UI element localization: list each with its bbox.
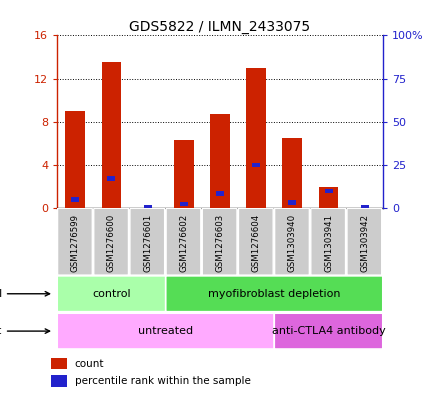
Bar <box>107 176 115 181</box>
FancyBboxPatch shape <box>202 208 237 275</box>
Bar <box>282 138 302 208</box>
Bar <box>102 62 121 208</box>
Text: GSM1303941: GSM1303941 <box>324 214 333 272</box>
Text: agent: agent <box>0 326 50 336</box>
Bar <box>252 163 260 167</box>
FancyBboxPatch shape <box>347 208 382 275</box>
Bar <box>216 191 224 196</box>
Text: GSM1303942: GSM1303942 <box>360 214 369 272</box>
Bar <box>288 200 296 205</box>
FancyBboxPatch shape <box>275 208 309 275</box>
Text: count: count <box>75 358 104 369</box>
FancyBboxPatch shape <box>166 208 201 275</box>
Text: control: control <box>92 289 131 299</box>
FancyBboxPatch shape <box>94 208 128 275</box>
FancyBboxPatch shape <box>57 313 274 349</box>
Text: anti-CTLA4 antibody: anti-CTLA4 antibody <box>271 326 385 336</box>
Bar <box>180 202 188 206</box>
Bar <box>361 205 369 210</box>
Text: GSM1276604: GSM1276604 <box>252 214 260 272</box>
Bar <box>246 68 266 208</box>
Bar <box>325 189 333 193</box>
Text: GSM1276602: GSM1276602 <box>180 214 188 272</box>
FancyBboxPatch shape <box>58 208 92 275</box>
Text: myofibroblast depletion: myofibroblast depletion <box>208 289 341 299</box>
FancyBboxPatch shape <box>166 276 383 312</box>
FancyBboxPatch shape <box>238 208 273 275</box>
Bar <box>144 205 152 210</box>
Bar <box>66 111 85 208</box>
Title: GDS5822 / ILMN_2433075: GDS5822 / ILMN_2433075 <box>129 20 311 34</box>
Text: protocol: protocol <box>0 289 50 299</box>
Text: untreated: untreated <box>138 326 193 336</box>
Bar <box>51 375 67 387</box>
FancyBboxPatch shape <box>57 276 166 312</box>
Text: percentile rank within the sample: percentile rank within the sample <box>75 376 251 386</box>
Bar <box>319 187 338 208</box>
Text: GSM1276599: GSM1276599 <box>71 214 80 272</box>
FancyBboxPatch shape <box>130 208 165 275</box>
Text: GSM1276603: GSM1276603 <box>216 214 224 272</box>
Bar <box>71 197 79 202</box>
Bar <box>51 358 67 369</box>
Text: GSM1276600: GSM1276600 <box>107 214 116 272</box>
FancyBboxPatch shape <box>311 208 345 275</box>
Text: GSM1303940: GSM1303940 <box>288 214 297 272</box>
FancyBboxPatch shape <box>274 313 383 349</box>
Bar <box>174 140 194 208</box>
Bar <box>210 114 230 208</box>
Text: GSM1276601: GSM1276601 <box>143 214 152 272</box>
